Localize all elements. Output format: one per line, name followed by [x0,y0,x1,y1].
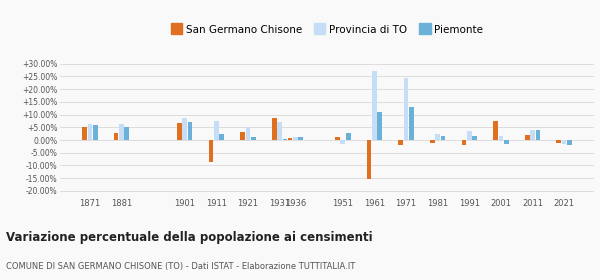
Bar [409,107,414,140]
Bar [377,112,382,140]
Bar [556,140,561,143]
Bar [283,139,287,140]
Bar [367,140,371,179]
Bar [525,136,530,140]
Bar [251,137,256,140]
Bar [461,140,466,145]
Bar [430,140,434,143]
Bar [177,123,182,140]
Bar [504,140,509,144]
Bar [372,71,377,140]
Bar [499,136,503,140]
Bar [340,140,345,144]
Bar [467,131,472,140]
Bar [536,130,540,140]
Bar [82,127,87,140]
Bar [567,140,572,145]
Bar [335,137,340,140]
Bar [245,127,250,140]
Bar [298,137,303,140]
Bar [188,122,193,140]
Bar [220,134,224,140]
Bar [114,133,118,140]
Bar [209,140,214,162]
Text: Variazione percentuale della popolazione ai censimenti: Variazione percentuale della popolazione… [6,231,373,244]
Bar [93,125,98,140]
Bar [277,122,282,140]
Bar [493,121,498,140]
Bar [440,136,445,140]
Bar [119,124,124,140]
Legend: San Germano Chisone, Provincia di TO, Piemonte: San Germano Chisone, Provincia di TO, Pi… [168,22,486,38]
Bar [214,121,219,140]
Bar [182,118,187,140]
Bar [404,78,409,140]
Bar [88,124,92,140]
Bar [124,127,129,140]
Bar [435,134,440,140]
Text: COMUNE DI SAN GERMANO CHISONE (TO) - Dati ISTAT - Elaborazione TUTTITALIA.IT: COMUNE DI SAN GERMANO CHISONE (TO) - Dat… [6,262,355,271]
Bar [530,130,535,140]
Bar [293,137,298,140]
Bar [562,140,566,144]
Bar [272,118,277,140]
Bar [472,136,477,140]
Bar [398,140,403,144]
Bar [240,132,245,140]
Bar [346,133,350,140]
Bar [287,138,292,140]
